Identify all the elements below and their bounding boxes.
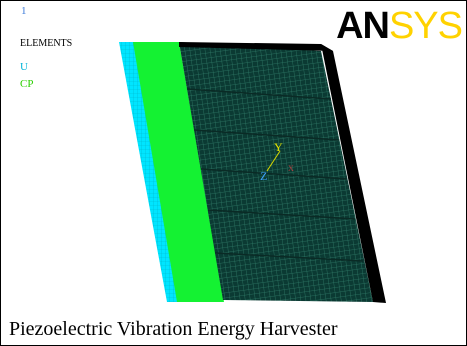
legend-u-label: U	[20, 61, 28, 73]
ansys-logo: ANSYS	[336, 5, 463, 47]
legend-cp-label: CP	[20, 78, 34, 90]
triad-x-label: X	[288, 164, 294, 173]
triad-y-label: Y	[274, 140, 283, 154]
cyan-electrode-layer	[119, 42, 181, 302]
substrate-edge	[179, 42, 333, 51]
logo-part1: AN	[336, 5, 390, 47]
window-number: 1	[21, 5, 27, 17]
substrate-mesh	[179, 42, 373, 302]
mesh-band-lines	[186, 88, 364, 262]
coordinate-triad: Y Z X	[260, 140, 294, 183]
green-piezo-layer	[133, 42, 224, 302]
plot-type-label: ELEMENTS	[20, 38, 73, 49]
plot-caption: Piezoelectric Vibration Energy Harvester	[9, 318, 338, 340]
logo-part2: SYS	[388, 5, 463, 47]
triad-z-label: Z	[260, 169, 267, 183]
substrate-side-edge	[321, 44, 386, 303]
